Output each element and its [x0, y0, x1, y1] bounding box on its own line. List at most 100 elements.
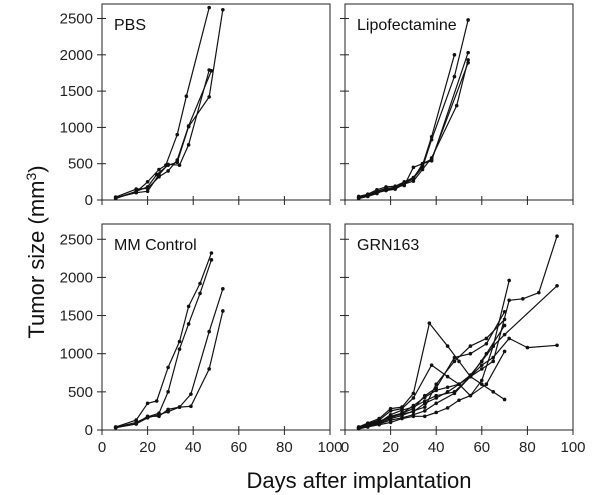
x-tick-label: 0	[341, 439, 349, 456]
data-point	[411, 396, 416, 400]
data-point	[521, 296, 525, 301]
data-point	[502, 317, 507, 322]
data-point	[452, 391, 457, 396]
data-point	[207, 95, 211, 99]
data-point	[411, 391, 416, 396]
data-point	[366, 425, 370, 429]
data-point	[484, 341, 489, 346]
data-point	[366, 194, 370, 199]
series-line-3	[115, 288, 224, 429]
data-point	[134, 190, 138, 195]
data-point	[491, 355, 496, 360]
data-point	[480, 382, 484, 387]
data-point	[445, 374, 450, 379]
data-point	[434, 410, 439, 415]
x-axis-label: Days after implantation	[247, 468, 472, 493]
data-point	[209, 251, 214, 255]
data-point	[502, 349, 507, 354]
x-tick-label: 80	[276, 439, 293, 456]
data-point	[434, 396, 439, 400]
data-point	[427, 321, 432, 325]
data-point	[175, 132, 180, 137]
series-line-1	[358, 54, 455, 197]
data-point	[502, 309, 507, 314]
data-point	[434, 382, 439, 387]
y-tick-label: 500	[68, 384, 93, 401]
series-line-1	[115, 252, 212, 428]
data-point	[445, 390, 450, 394]
data-point	[434, 401, 439, 406]
data-point	[411, 177, 416, 181]
y-tick-label: 1000	[60, 346, 93, 363]
x-tick-label: 20	[382, 439, 399, 456]
series-line-2	[115, 259, 212, 428]
data-point	[445, 385, 450, 390]
series-line-4	[115, 69, 210, 199]
data-point	[388, 409, 393, 413]
panel-4: 0 20 40 60 80 100 GRN163	[340, 223, 586, 456]
data-point	[480, 378, 484, 383]
x-tick-label: 60	[230, 439, 247, 456]
data-point	[198, 281, 202, 286]
data-point	[429, 157, 434, 162]
data-point	[468, 351, 473, 356]
data-point	[388, 420, 393, 425]
data-point	[502, 323, 507, 328]
data-point	[454, 103, 459, 108]
y-tick-label: 2000	[60, 269, 93, 286]
data-point	[186, 322, 191, 326]
data-point	[393, 185, 397, 189]
panel-1: 0 500 1000 1500 2000 2500 PBS	[60, 3, 331, 209]
data-point	[177, 405, 182, 409]
y-tick-label: 0	[85, 192, 93, 209]
data-point	[189, 392, 193, 396]
data-point	[423, 409, 427, 413]
data-point	[113, 196, 118, 200]
y-tick-label: 1000	[60, 119, 93, 136]
data-point	[423, 393, 427, 398]
data-point	[145, 415, 150, 420]
panel-2: Lipofectamine	[340, 3, 574, 205]
data-point	[466, 58, 470, 62]
data-point	[166, 409, 170, 414]
y-tick-label: 0	[85, 422, 93, 439]
data-point	[420, 167, 425, 172]
x-tick-label: 100	[560, 439, 585, 456]
plot-frame	[344, 3, 574, 201]
data-point	[423, 414, 427, 419]
data-point	[445, 344, 450, 348]
data-point	[186, 304, 191, 309]
panel-title: GRN163	[357, 237, 419, 254]
data-point	[466, 61, 470, 65]
data-point	[452, 74, 457, 79]
data-point	[457, 382, 461, 387]
data-point	[402, 183, 407, 188]
data-point	[537, 290, 541, 295]
y-tick-label: 2500	[60, 231, 93, 248]
data-point	[502, 397, 507, 402]
data-point	[113, 425, 118, 430]
data-point	[175, 160, 180, 165]
data-point	[502, 332, 507, 337]
data-point	[555, 284, 559, 288]
data-point	[207, 367, 211, 371]
data-point	[468, 344, 473, 348]
data-point	[423, 405, 427, 409]
data-point	[221, 287, 225, 291]
y-tick-label: 2500	[60, 11, 93, 28]
data-point	[221, 309, 225, 313]
data-point	[189, 404, 193, 409]
data-point	[555, 234, 559, 239]
data-point	[468, 374, 473, 379]
data-point	[411, 403, 416, 408]
y-tick-label: 2000	[60, 47, 93, 64]
data-point	[177, 339, 182, 344]
data-point	[507, 278, 511, 283]
data-point	[555, 343, 559, 348]
series-line-2	[358, 19, 469, 198]
data-point	[377, 422, 382, 427]
data-point	[384, 187, 388, 191]
y-tick-label: 1500	[60, 83, 93, 100]
data-point	[134, 422, 138, 426]
